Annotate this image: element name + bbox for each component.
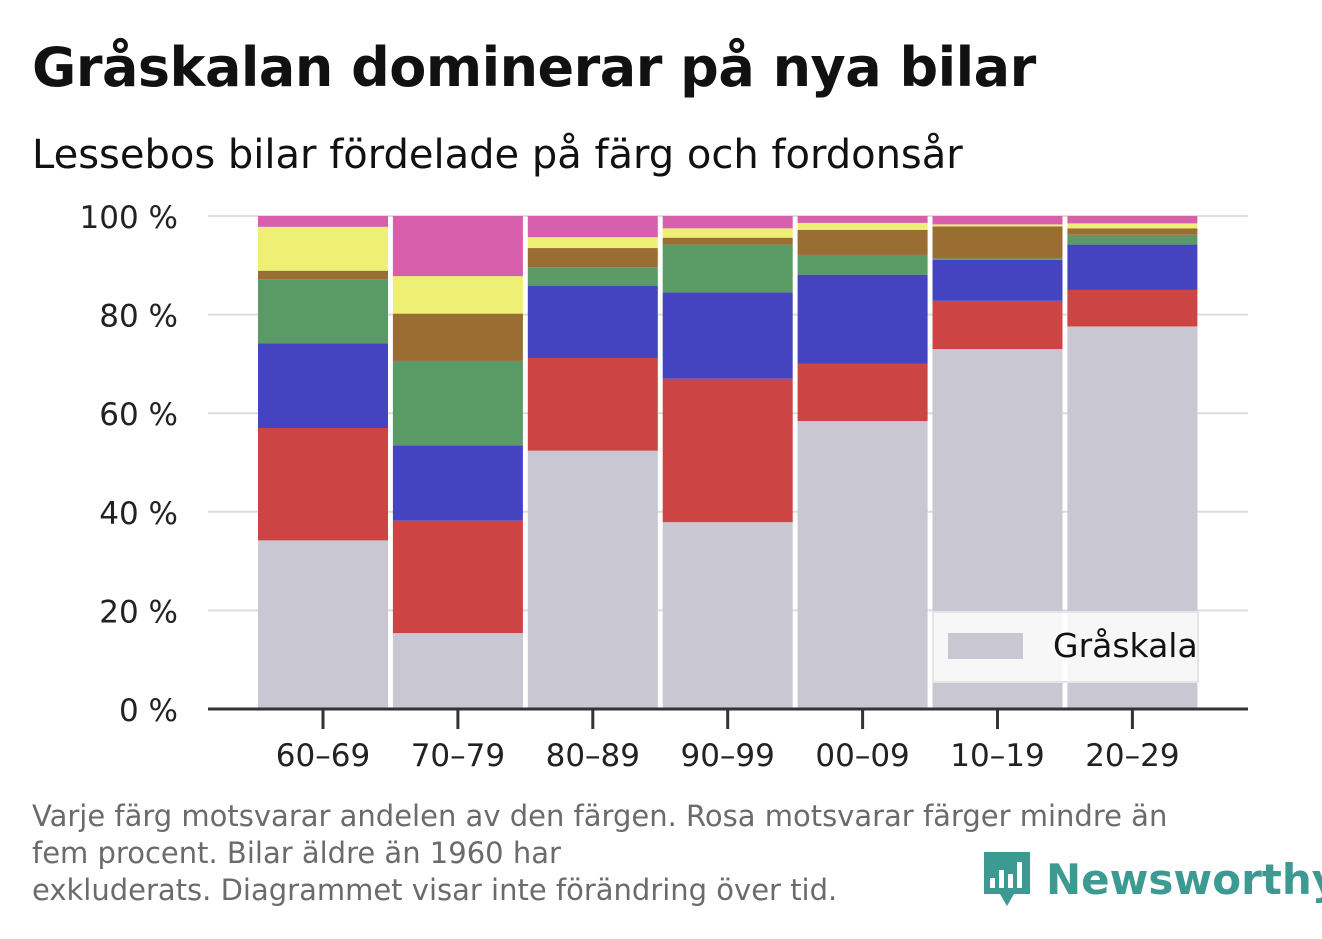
y-tick-label: 100 %: [80, 200, 178, 236]
x-tick-label: 20–29: [1085, 738, 1179, 774]
y-tick-label: 0 %: [119, 693, 178, 729]
bar-segment: [797, 274, 928, 364]
chart-subtitle: Lessebos bilar fördelade på färg och for…: [32, 132, 963, 178]
bar-segment: [932, 259, 1063, 301]
bar-segment: [1067, 234, 1198, 245]
bar-segment: [258, 540, 388, 709]
bar-segment: [258, 427, 388, 541]
bar-segment: [392, 360, 523, 446]
bar-segment: [258, 270, 388, 280]
bar-segment: [392, 633, 523, 709]
bar-segment: [1067, 244, 1198, 290]
bar-segment: [1067, 289, 1198, 327]
bar-segment: [527, 237, 658, 249]
bar-segment: [258, 343, 388, 428]
bar-segment: [392, 276, 523, 314]
bar-segment: [527, 267, 658, 287]
bar-segment: [392, 445, 523, 521]
bar-segment: [662, 216, 793, 229]
y-tick-label: 20 %: [99, 594, 178, 630]
x-tick-label: 80–89: [546, 738, 640, 774]
bar-segment: [392, 216, 523, 277]
bar-segment: [662, 522, 793, 709]
y-tick-label: 60 %: [99, 397, 178, 433]
x-tick-label: 00–09: [815, 738, 909, 774]
x-tick-label: 90–99: [680, 738, 774, 774]
bar-segment: [797, 229, 928, 255]
x-tick-label: 70–79: [411, 738, 505, 774]
bar-segment: [932, 300, 1063, 350]
bar-segment: [797, 216, 928, 223]
bar-segment: [662, 378, 793, 523]
bar-segment: [258, 216, 388, 227]
bar-segment: [392, 520, 523, 634]
footnote-line-1: Varje färg motsvarar andelen av den färg…: [32, 799, 1168, 833]
brand-name: Newsworthy: [1046, 854, 1322, 904]
newsworthy-logo-icon: [984, 852, 1030, 906]
bar-segment: [1067, 216, 1198, 224]
x-tick-label: 60–69: [276, 738, 370, 774]
x-tick-label: 10–19: [950, 738, 1044, 774]
bar-segment: [527, 216, 658, 238]
y-tick-label: 40 %: [99, 496, 178, 532]
bar-segment: [1067, 223, 1198, 229]
bar-segment: [527, 286, 658, 358]
footnote-line-2: fem procent. Bilar äldre än 1960 har: [32, 836, 561, 870]
bar-segment: [258, 279, 388, 344]
brand: Newsworthy: [980, 848, 1322, 910]
bar-segment: [797, 222, 928, 230]
legend-label: Gråskala: [1053, 626, 1198, 665]
y-tick-label: 80 %: [99, 299, 178, 335]
bar-segment: [392, 313, 523, 361]
chart-title: Gråskalan dominerar på nya bilar: [32, 36, 1036, 99]
bar-segment: [797, 254, 928, 275]
bar-segment: [797, 421, 928, 709]
bar-segment: [527, 248, 658, 268]
bar-segment: [932, 258, 1063, 260]
bar-segment: [1067, 228, 1198, 235]
bar-segment: [932, 224, 1063, 227]
footnote: Varje färg motsvarar andelen av den färg…: [32, 798, 1272, 909]
bar-segment: [662, 237, 793, 245]
legend-swatch: [948, 633, 1023, 659]
bar-segment: [797, 363, 928, 422]
bar-segment: [258, 226, 388, 271]
bar-segment: [662, 244, 793, 293]
bar-segment: [662, 292, 793, 379]
bar-segment: [527, 357, 658, 451]
bar-segment: [662, 228, 793, 238]
bar-segment: [932, 216, 1063, 225]
footnote-line-3: exkluderats. Diagrammet visar inte förän…: [32, 873, 838, 907]
bar-segment: [932, 226, 1063, 259]
bar-segment: [527, 450, 658, 709]
